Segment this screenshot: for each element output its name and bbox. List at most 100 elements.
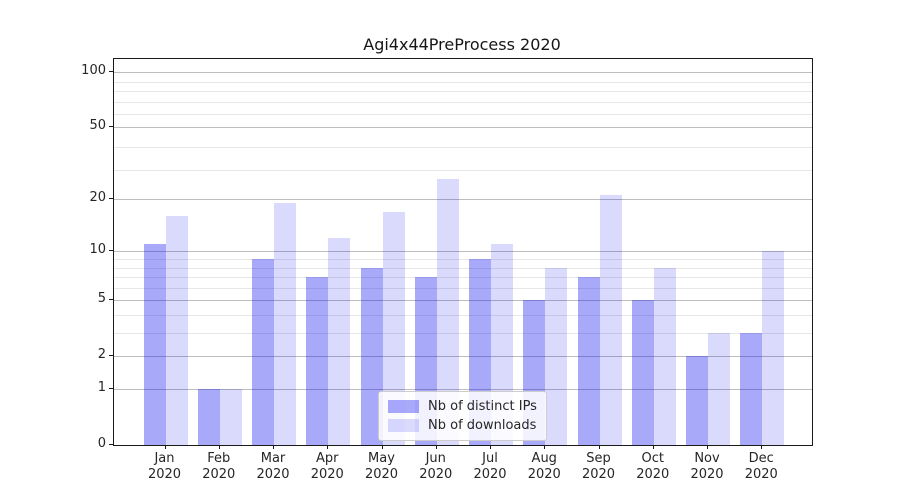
x-tick-year: 2020 (256, 467, 290, 482)
x-tick-mark (490, 445, 491, 449)
legend-label: Nb of downloads (428, 418, 537, 433)
legend-label: Nb of distinct IPs (428, 399, 537, 414)
gridline-minor (114, 267, 812, 269)
y-tick-label: 10 (89, 242, 106, 258)
x-tick-label: Aug 2020 (514, 451, 574, 483)
x-tick-mark (598, 445, 600, 449)
y-tick-label: 2 (97, 347, 106, 363)
y-tick-mark (109, 444, 113, 445)
x-tick-year: 2020 (147, 467, 182, 482)
legend-entry: Nb of downloads (388, 416, 537, 435)
gridline-major (114, 251, 812, 253)
x-tick-month: Aug (531, 451, 557, 466)
y-tick-mark (109, 198, 113, 200)
x-tick-year: 2020 (744, 467, 778, 482)
gridline-major (114, 72, 812, 74)
x-tick-mark (435, 445, 437, 449)
y-tick-mark (109, 299, 113, 301)
bar-downloads-oct (653, 267, 676, 445)
bar-distinct-ips-may (360, 267, 383, 445)
y-tick-mark (109, 126, 113, 128)
y-tick-label: 20 (89, 190, 106, 206)
bar-distinct-ips-apr (306, 277, 329, 445)
y-tick-label: 100 (81, 63, 106, 79)
x-tick-label: Oct 2020 (623, 451, 683, 483)
x-tick-year: 2020 (419, 467, 453, 482)
x-tick-mark (761, 445, 763, 449)
x-tick-label: Jun 2020 (406, 451, 466, 483)
y-tick-label: 0 (97, 436, 106, 451)
x-tick-month: Jul (482, 451, 498, 466)
bar-downloads-dec (762, 251, 785, 445)
bar-downloads-may (382, 211, 405, 445)
gridline-minor (114, 101, 812, 103)
y-tick-mark (109, 250, 113, 252)
legend: Nb of distinct IPs Nb of downloads (378, 391, 547, 441)
chart-title: Agi4x44PreProcess 2020 (363, 35, 561, 54)
gridline-major (114, 300, 812, 302)
x-tick-month: May (368, 451, 395, 466)
x-tick-mark (707, 445, 708, 449)
gridline-major (114, 199, 812, 201)
x-tick-year: 2020 (310, 467, 344, 482)
gridline-major (114, 127, 812, 129)
x-tick-label: May 2020 (352, 451, 412, 483)
x-tick-label: Apr 2020 (297, 451, 357, 483)
x-tick-month: Apr (316, 451, 339, 466)
bar-distinct-ips-dec (740, 333, 763, 445)
x-tick-month: Nov (694, 451, 720, 466)
x-tick-label: Sep 2020 (569, 451, 629, 483)
x-tick-year: 2020 (202, 467, 236, 482)
x-tick-month: Mar (260, 451, 286, 466)
x-tick-year: 2020 (473, 467, 507, 482)
gridline-minor (114, 81, 812, 83)
x-tick-year: 2020 (581, 467, 616, 482)
gridline-minor (114, 170, 812, 172)
x-tick-mark (218, 445, 220, 449)
bar-downloads-feb (219, 389, 242, 445)
bar-downloads-jan (165, 216, 188, 445)
x-tick-month: Sep (586, 451, 611, 466)
x-tick-label: Dec 2020 (731, 451, 791, 483)
gridline-minor (114, 314, 812, 316)
gridline-minor (114, 147, 812, 149)
x-tick-month: Oct (641, 451, 664, 466)
gridline-minor (114, 114, 812, 116)
bar-downloads-mar (274, 203, 296, 445)
x-tick-month: Jun (425, 451, 446, 466)
bar-distinct-ips-sep (577, 277, 600, 445)
x-tick-year: 2020 (527, 467, 561, 482)
x-tick-mark (273, 445, 274, 449)
bar-downloads-jun (436, 178, 459, 445)
bar-distinct-ips-oct (631, 300, 654, 445)
x-tick-label: Jul 2020 (460, 451, 520, 483)
y-tick-mark (109, 71, 113, 73)
y-tick-label: 5 (97, 291, 106, 307)
x-tick-month: Dec (748, 451, 774, 466)
gridline-minor (114, 333, 812, 335)
gridline-minor (114, 259, 812, 260)
bar-distinct-ips-feb (197, 389, 220, 445)
gridline-minor (114, 287, 812, 289)
legend-swatch (388, 419, 419, 432)
bar-downloads-apr (328, 237, 351, 445)
y-tick-label: 1 (97, 380, 106, 395)
bar-distinct-ips-mar (252, 259, 274, 445)
x-tick-year: 2020 (636, 467, 670, 482)
bar-downloads-sep (599, 195, 622, 445)
gridline-major (114, 389, 812, 390)
plot-area (113, 58, 813, 446)
x-tick-month: Feb (207, 451, 231, 466)
x-tick-mark (164, 445, 166, 449)
legend-entry: Nb of distinct IPs (388, 397, 537, 416)
x-tick-month: Jan (154, 451, 175, 466)
x-tick-label: Nov 2020 (677, 451, 737, 483)
legend-swatch (388, 400, 419, 413)
y-tick-mark (109, 355, 113, 357)
bar-downloads-aug (545, 267, 568, 445)
x-tick-label: Mar 2020 (243, 451, 303, 483)
x-tick-label: Jan 2020 (135, 451, 195, 483)
bar-distinct-ips-jan (143, 244, 166, 445)
x-tick-mark (544, 445, 546, 449)
